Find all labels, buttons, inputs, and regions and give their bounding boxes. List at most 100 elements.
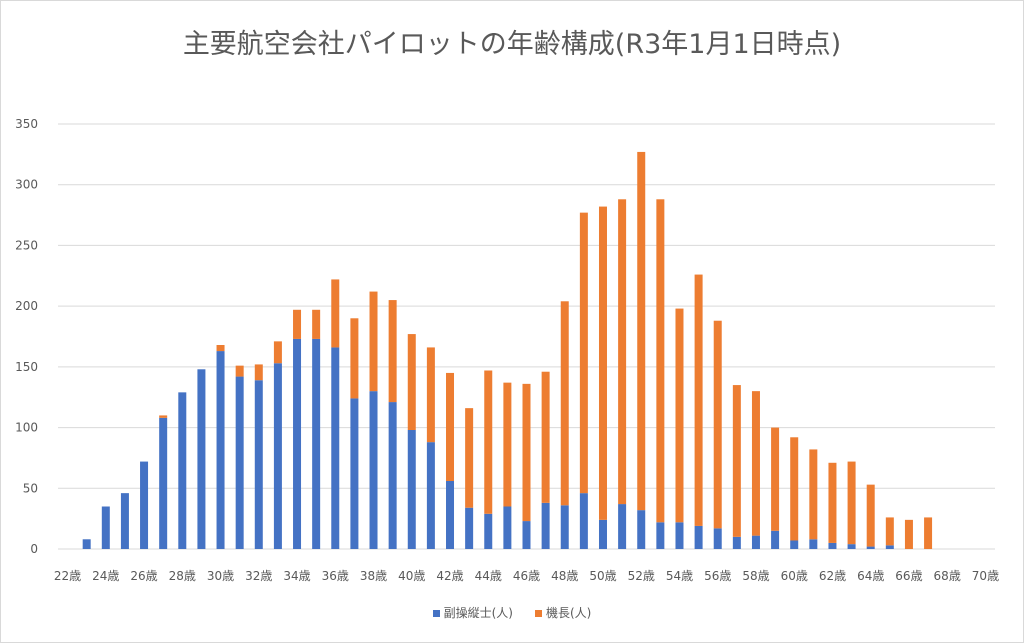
- bar-captain: [273, 341, 282, 364]
- y-tick-label: 350: [15, 117, 38, 131]
- legend-item-captain: 機長(人): [535, 604, 591, 621]
- bar-captain: [924, 517, 933, 549]
- x-tick-label: 46歳: [513, 569, 540, 583]
- bar-first-officer: [847, 544, 856, 549]
- bar-captain: [637, 151, 646, 511]
- y-tick-label: 250: [15, 238, 38, 252]
- y-tick-label: 200: [15, 299, 38, 313]
- bar-captain: [503, 382, 512, 507]
- bar-first-officer: [446, 481, 455, 549]
- bar-captain: [369, 291, 378, 392]
- bar-first-officer: [732, 536, 741, 549]
- bar-first-officer: [618, 504, 627, 549]
- bar-first-officer: [656, 522, 665, 549]
- bar-first-officer: [579, 493, 588, 549]
- x-tick-label: 34歳: [283, 569, 310, 583]
- bar-captain: [293, 309, 302, 339]
- x-tick-label: 64歳: [857, 569, 884, 583]
- bar-captain: [771, 427, 780, 531]
- bar-first-officer: [350, 398, 359, 549]
- bar-captain: [216, 345, 225, 352]
- bar-first-officer: [541, 502, 550, 549]
- x-tick-label: 54歳: [666, 569, 693, 583]
- bar-captain: [828, 462, 837, 543]
- y-tick-label: 50: [23, 481, 38, 495]
- bar-first-officer: [560, 505, 569, 549]
- bar-captain: [790, 437, 799, 541]
- bar-first-officer: [331, 347, 340, 549]
- bar-captain: [904, 519, 913, 549]
- x-tick-label: 58歳: [742, 569, 769, 583]
- x-tick-label: 24歳: [92, 569, 119, 583]
- bar-captain: [751, 391, 760, 536]
- bar-captain: [350, 318, 359, 399]
- bar-first-officer: [809, 539, 818, 549]
- legend-item-first-officer: 副操縦士(人): [432, 604, 513, 621]
- bar-first-officer: [388, 402, 397, 549]
- x-tick-label: 32歳: [245, 569, 272, 583]
- bar-captain: [847, 461, 856, 545]
- x-tick-label: 38歳: [360, 569, 387, 583]
- x-tick-label: 30歳: [207, 569, 234, 583]
- x-tick-label: 50歳: [589, 569, 616, 583]
- x-tick-label: 22歳: [54, 569, 81, 583]
- bar-first-officer: [503, 506, 512, 549]
- bar-captain: [618, 199, 627, 505]
- bar-captain: [331, 279, 340, 348]
- y-tick-label: 150: [15, 360, 38, 374]
- bar-first-officer: [369, 391, 378, 549]
- legend: 副操縦士(人) 機長(人): [0, 604, 1024, 621]
- bar-captain: [235, 365, 244, 377]
- x-tick-label: 60歳: [781, 569, 808, 583]
- bar-first-officer: [694, 525, 703, 549]
- x-tick-label: 42歳: [436, 569, 463, 583]
- bar-first-officer: [522, 521, 531, 549]
- y-tick-label: 0: [30, 542, 38, 556]
- bar-first-officer: [312, 338, 321, 549]
- bar-captain: [675, 308, 684, 523]
- bar-first-officer: [82, 539, 91, 549]
- bar-first-officer: [790, 540, 799, 549]
- legend-label: 機長(人): [546, 606, 592, 620]
- bar-captain: [809, 449, 818, 540]
- legend-swatch-orange: [535, 610, 542, 617]
- x-tick-label: 66歳: [895, 569, 922, 583]
- bar-captain: [159, 415, 168, 418]
- bar-first-officer: [885, 545, 894, 549]
- legend-swatch-blue: [432, 610, 440, 617]
- bar-captain: [522, 383, 531, 522]
- x-tick-label: 48歳: [551, 569, 578, 583]
- x-tick-label: 44歳: [475, 569, 502, 583]
- bar-first-officer: [120, 493, 129, 549]
- x-tick-label: 70歳: [972, 569, 999, 583]
- bar-first-officer: [140, 461, 149, 549]
- bar-captain: [885, 517, 894, 546]
- bar-first-officer: [273, 363, 282, 549]
- chart-title: 主要航空会社パイロットの年齢構成(R3年1月1日時点): [182, 29, 842, 60]
- bar-captain: [560, 301, 569, 506]
- bar-captain: [732, 385, 741, 537]
- x-tick-label: 56歳: [704, 569, 731, 583]
- bar-first-officer: [598, 519, 607, 549]
- bar-first-officer: [771, 530, 780, 549]
- bar-first-officer: [675, 522, 684, 549]
- bar-first-officer: [866, 546, 875, 549]
- bar-first-officer: [465, 507, 474, 549]
- x-tick-label: 62歳: [819, 569, 846, 583]
- bar-captain: [254, 364, 263, 381]
- bar-captain: [713, 320, 722, 529]
- bar-first-officer: [751, 535, 760, 549]
- x-tick-label: 36歳: [322, 569, 349, 583]
- y-tick-label: 100: [15, 421, 38, 435]
- bar-captain: [312, 309, 321, 339]
- x-tick-label: 52歳: [628, 569, 655, 583]
- bar-first-officer: [637, 510, 646, 549]
- x-tick-label: 68歳: [934, 569, 961, 583]
- bar-captain: [426, 347, 435, 443]
- x-tick-label: 26歳: [130, 569, 157, 583]
- y-tick-label: 300: [15, 178, 38, 192]
- bar-first-officer: [101, 506, 110, 549]
- bar-first-officer: [484, 513, 493, 549]
- bar-captain: [465, 408, 474, 508]
